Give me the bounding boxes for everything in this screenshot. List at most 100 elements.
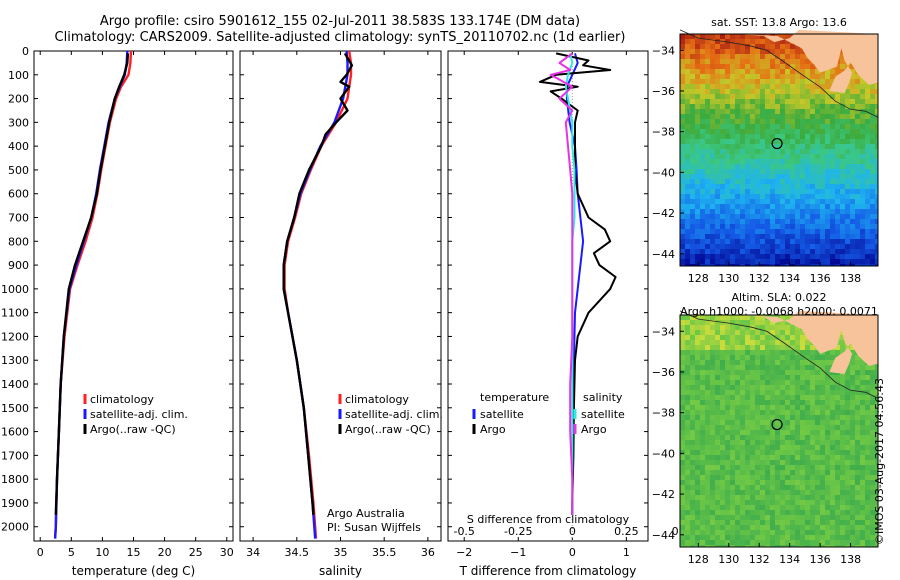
map-cell: [840, 69, 845, 74]
map-cell: [745, 179, 750, 184]
map-cell: [765, 214, 770, 219]
map-cell: [700, 239, 705, 244]
map-cell: [810, 264, 815, 266]
map-cell: [720, 475, 725, 480]
map-cell: [725, 234, 730, 239]
map-cell: [705, 239, 710, 244]
map-cell: [715, 395, 720, 400]
map-cell: [850, 380, 855, 385]
map-cell: [710, 174, 715, 179]
map-cell: [840, 335, 845, 340]
map-cell: [860, 435, 865, 440]
map-cell: [765, 189, 770, 194]
map-cell: [765, 154, 770, 159]
map-cell: [800, 355, 805, 360]
map-cell: [780, 315, 785, 320]
map-cell: [830, 124, 835, 129]
map-cell: [820, 445, 825, 450]
map-cell: [705, 139, 710, 144]
map-cell: [835, 194, 840, 199]
map-cell: [760, 485, 765, 490]
map-cell: [800, 69, 805, 74]
map-cell: [755, 159, 760, 164]
map-cell: [735, 335, 740, 340]
map-cell: [695, 84, 700, 89]
map-cell: [825, 435, 830, 440]
map-cell: [855, 224, 860, 229]
map-cell: [830, 495, 835, 500]
map-cell: [850, 204, 855, 209]
map-cell: [725, 350, 730, 355]
map-cell: [745, 315, 750, 320]
map-cell: [790, 460, 795, 465]
map-cell: [755, 109, 760, 114]
map-cell: [850, 385, 855, 390]
map-cell: [695, 490, 700, 495]
map-cell: [695, 99, 700, 104]
map-cell: [745, 535, 750, 540]
map-cell: [750, 169, 755, 174]
map-cell: [710, 385, 715, 390]
map-cell: [795, 465, 800, 470]
map-cell: [815, 490, 820, 495]
map-cell: [730, 69, 735, 74]
map-cell: [725, 159, 730, 164]
map-cell: [775, 94, 780, 99]
map-cell: [735, 199, 740, 204]
map-cell: [850, 450, 855, 455]
map-cell: [780, 44, 785, 49]
map-cell: [765, 465, 770, 470]
map-cell: [720, 149, 725, 154]
map-cell: [770, 320, 775, 325]
map-cell: [740, 54, 745, 59]
map-cell: [680, 84, 685, 89]
map-cell: [770, 440, 775, 445]
map-cell: [870, 405, 875, 410]
map-cell: [705, 420, 710, 425]
map-cell: [790, 249, 795, 254]
map-cell: [830, 510, 835, 515]
map-cell: [825, 475, 830, 480]
map-cell: [735, 395, 740, 400]
map-cell: [765, 264, 770, 266]
map-cell: [740, 139, 745, 144]
map-cell: [775, 475, 780, 480]
map-cell: [815, 234, 820, 239]
map-cell: [875, 380, 878, 385]
map-cell: [795, 385, 800, 390]
map-cell: [830, 430, 835, 435]
map-cell: [775, 164, 780, 169]
map-cell: [695, 164, 700, 169]
map-cell: [835, 199, 840, 204]
map-cell: [745, 189, 750, 194]
map-cell: [845, 465, 850, 470]
map-cell: [875, 254, 878, 259]
map-cell: [730, 345, 735, 350]
map-cell: [780, 410, 785, 415]
profile-panel-frame-2: [239, 50, 442, 542]
map-cell: [770, 154, 775, 159]
map-cell: [690, 330, 695, 335]
map-cell: [870, 395, 875, 400]
map-cell: [785, 385, 790, 390]
map-cell: [705, 350, 710, 355]
map-cell: [690, 244, 695, 249]
map-cell: [810, 415, 815, 420]
map-cell: [755, 525, 760, 530]
map-cell: [845, 445, 850, 450]
map-cell: [680, 69, 685, 74]
map-cell: [840, 465, 845, 470]
map-cell: [830, 425, 835, 430]
map-cell: [800, 234, 805, 239]
map-cell: [755, 194, 760, 199]
map-cell: [720, 525, 725, 530]
map-cell: [805, 415, 810, 420]
map-cell: [825, 264, 830, 266]
map-cell: [690, 400, 695, 405]
map-cell: [715, 345, 720, 350]
map-cell: [735, 530, 740, 535]
map-cell: [745, 480, 750, 485]
map-cell: [745, 254, 750, 259]
map-cell: [865, 219, 870, 224]
map-cell: [765, 104, 770, 109]
